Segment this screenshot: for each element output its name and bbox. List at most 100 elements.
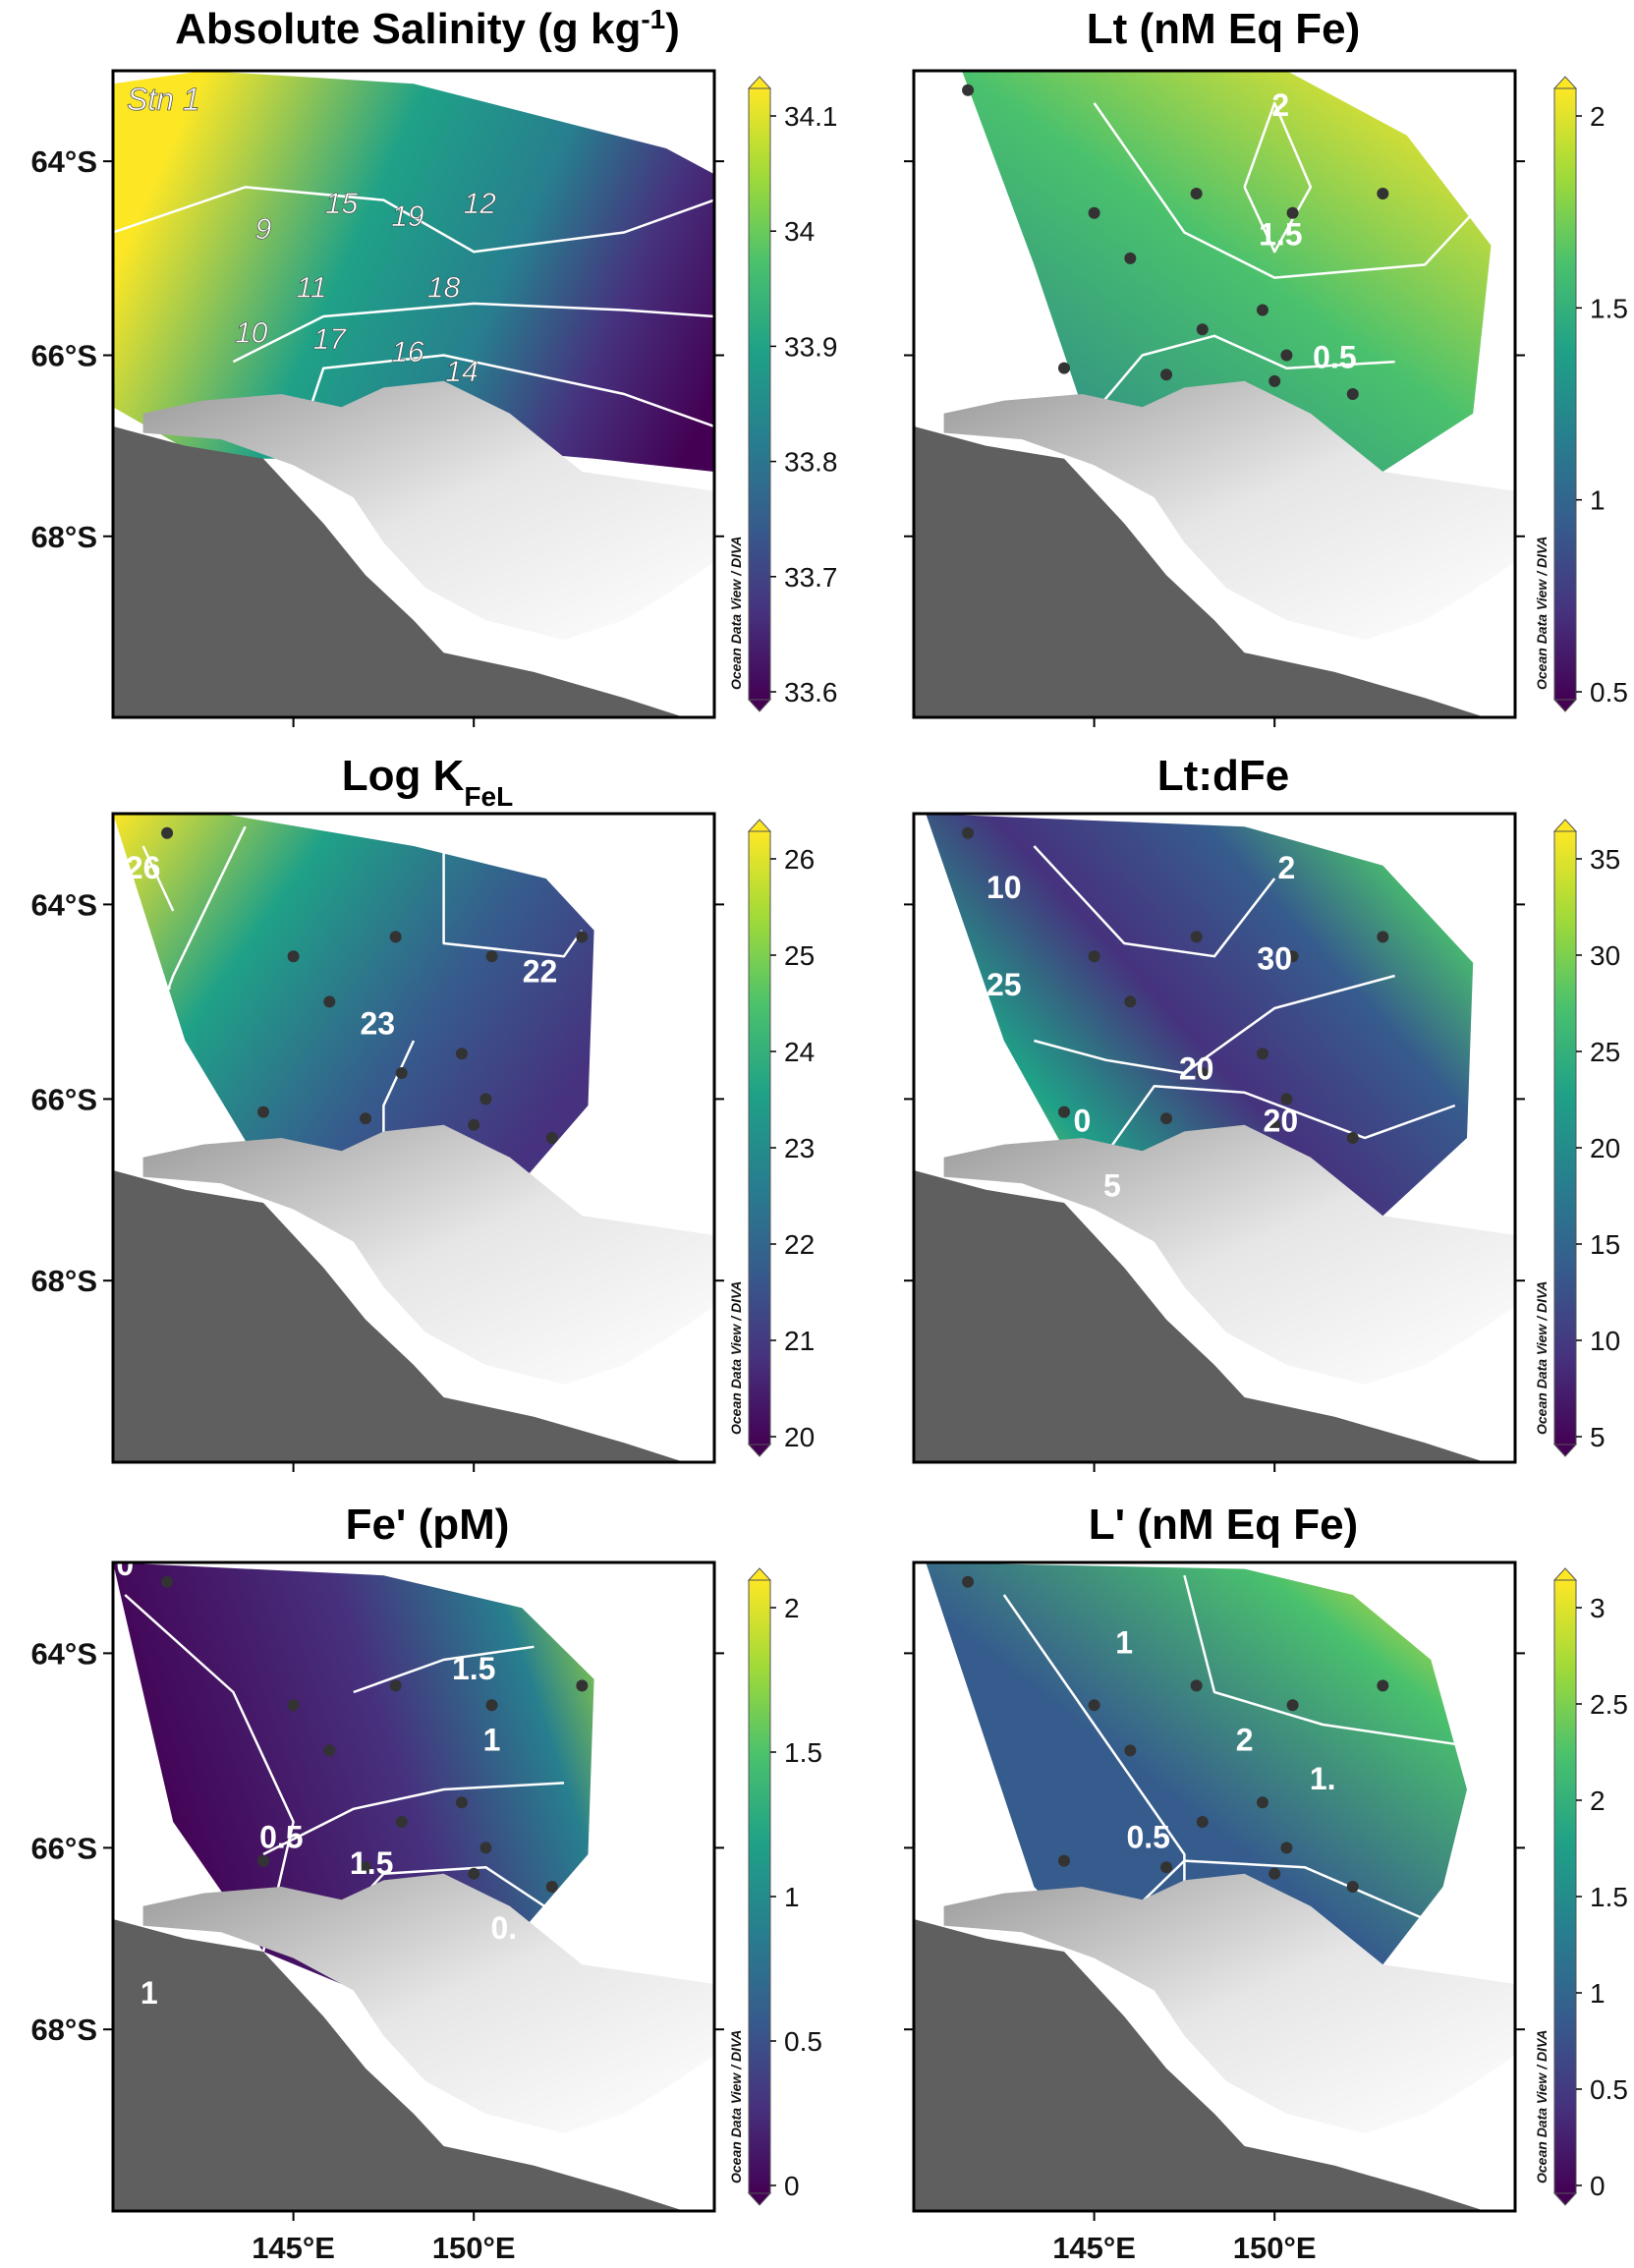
station-marker <box>1160 369 1173 381</box>
colorbar-tick-label: 0.5 <box>784 2026 822 2057</box>
station-marker <box>576 1679 589 1692</box>
panel-title-main: Log K <box>342 752 465 800</box>
latitude-label: 66°S <box>30 339 97 373</box>
station-marker <box>1346 1132 1359 1144</box>
contour-label: 10 <box>235 316 268 349</box>
contour-line <box>1093 102 1487 279</box>
contour-label: 1 <box>483 1722 501 1757</box>
contour-label: 20 <box>1264 1103 1299 1138</box>
station-marker <box>485 950 498 963</box>
colorbar-tick-label: 2 <box>1590 1786 1606 1816</box>
station-marker <box>962 84 975 96</box>
contour-label: 1. <box>1310 1761 1336 1796</box>
station-marker <box>360 1112 372 1125</box>
contour-label: 5 <box>1103 1167 1121 1203</box>
colorbar-min-arrow <box>747 699 772 712</box>
colorbar-max-arrow <box>1552 1567 1578 1581</box>
latitude-label: 64°S <box>30 887 97 922</box>
station-marker <box>1256 1796 1268 1809</box>
station-marker <box>1088 1699 1100 1712</box>
contour-label: 0. <box>490 1910 517 1946</box>
ice-shelf <box>943 1124 1515 1385</box>
panel-title-main: Lt (nM Eq Fe) <box>1087 5 1361 53</box>
station-label: Stn 1 <box>127 82 200 117</box>
colorbar <box>1553 1579 1577 2194</box>
station-marker <box>1268 1118 1281 1131</box>
contour-label: 2 <box>1271 87 1289 123</box>
station-marker <box>479 1842 492 1854</box>
colorbar-tick-label: 33.8 <box>784 447 838 478</box>
ice-shelf <box>142 380 714 640</box>
contour-label: 1.5 <box>452 1651 495 1686</box>
colorbar <box>1553 830 1577 1446</box>
map-frame <box>111 812 716 1464</box>
map-frame <box>912 69 1517 719</box>
colorbar-tick-label: 22 <box>784 1229 815 1260</box>
contour-line <box>262 1782 565 1856</box>
station-marker <box>545 1132 558 1144</box>
map-panel-1: 9 15 19 12 11 18 10 17 16 14 Stn 1 64°S 66°S 68°S Abso… <box>30 4 838 727</box>
colorbar-tick-label: 30 <box>1590 940 1620 971</box>
contour-label: 0.5 <box>259 1819 303 1854</box>
contour-line <box>1033 845 1276 958</box>
colorbar-tick-label: 25 <box>784 940 815 971</box>
colorbar-tick-label: 1.5 <box>784 1737 822 1768</box>
colorbar-tick-label: 1 <box>1590 485 1606 516</box>
panel-title: Log KFeL <box>342 752 513 812</box>
station-marker <box>1088 206 1100 219</box>
map-panel-2: 2 1.5 0.5 1 Lt (nM Eq Fe) 2 1.5 1 0.5 Ocean Data … <box>904 5 1628 727</box>
colorbar-tick-label: 35 <box>1590 844 1620 875</box>
contour-label: 2 <box>1236 1722 1254 1757</box>
contour-line <box>1034 974 1395 1075</box>
station-marker <box>1160 1861 1173 1874</box>
colorbar-tick-label: 21 <box>784 1326 815 1356</box>
colorbar-tick-label: 10 <box>1590 1326 1620 1356</box>
station-marker <box>257 1854 269 1867</box>
station-marker <box>257 1106 269 1118</box>
panel-title-subscript: FeL <box>464 781 513 812</box>
colorbar-tick-label: 1 <box>784 1882 800 1912</box>
station-marker <box>161 826 174 839</box>
colorbar-tick-label: 3 <box>1590 1593 1606 1623</box>
station-marker <box>1286 1699 1299 1712</box>
map-area: 2 1.5 0.5 1 <box>914 71 1515 717</box>
contour-label: 25 <box>986 967 1022 1002</box>
ice-shelf <box>943 1873 1515 2133</box>
colorbar-tick-label: 23 <box>784 1133 815 1163</box>
longitude-label: 150°E <box>432 2231 516 2265</box>
contour-line <box>141 845 175 912</box>
contour-label: 1.5 <box>350 1845 393 1881</box>
contour-label: 23 <box>360 1005 395 1041</box>
station-marker <box>485 1699 498 1712</box>
colorbar-min-arrow <box>1552 2192 1578 2206</box>
contour-label: 9 <box>255 213 272 246</box>
colorbar <box>748 830 771 1446</box>
colorbar-tick-label: 0 <box>784 2171 800 2201</box>
station-marker <box>455 1796 468 1809</box>
contour-label: 0 <box>116 1547 134 1582</box>
station-marker <box>479 1093 492 1106</box>
station-marker <box>287 950 300 963</box>
station-marker <box>1196 1816 1209 1828</box>
interpolated-field <box>113 71 714 472</box>
station-marker <box>1124 252 1137 264</box>
panel-title-tail: ) <box>665 5 680 53</box>
contour-label: 19 <box>391 200 424 233</box>
map-frame <box>111 69 716 719</box>
map-frame <box>912 812 1517 1464</box>
colorbar-max-arrow <box>747 1567 772 1581</box>
station-marker <box>1256 1048 1268 1060</box>
station-marker <box>1377 931 1389 943</box>
colorbar-tick-label: 33.6 <box>784 677 838 708</box>
colorbar-tick-label: 5 <box>1590 1422 1606 1452</box>
panel-title-superscript: -1 <box>641 4 665 34</box>
station-marker <box>1190 931 1203 943</box>
interpolated-field <box>962 71 1492 479</box>
contour-line <box>124 825 247 1106</box>
longitude-label: 145°E <box>252 2231 335 2265</box>
contour-line <box>1093 1084 1456 1171</box>
colorbar-credit: Ocean Data View / DIVA <box>728 537 744 690</box>
station-marker <box>389 931 402 943</box>
